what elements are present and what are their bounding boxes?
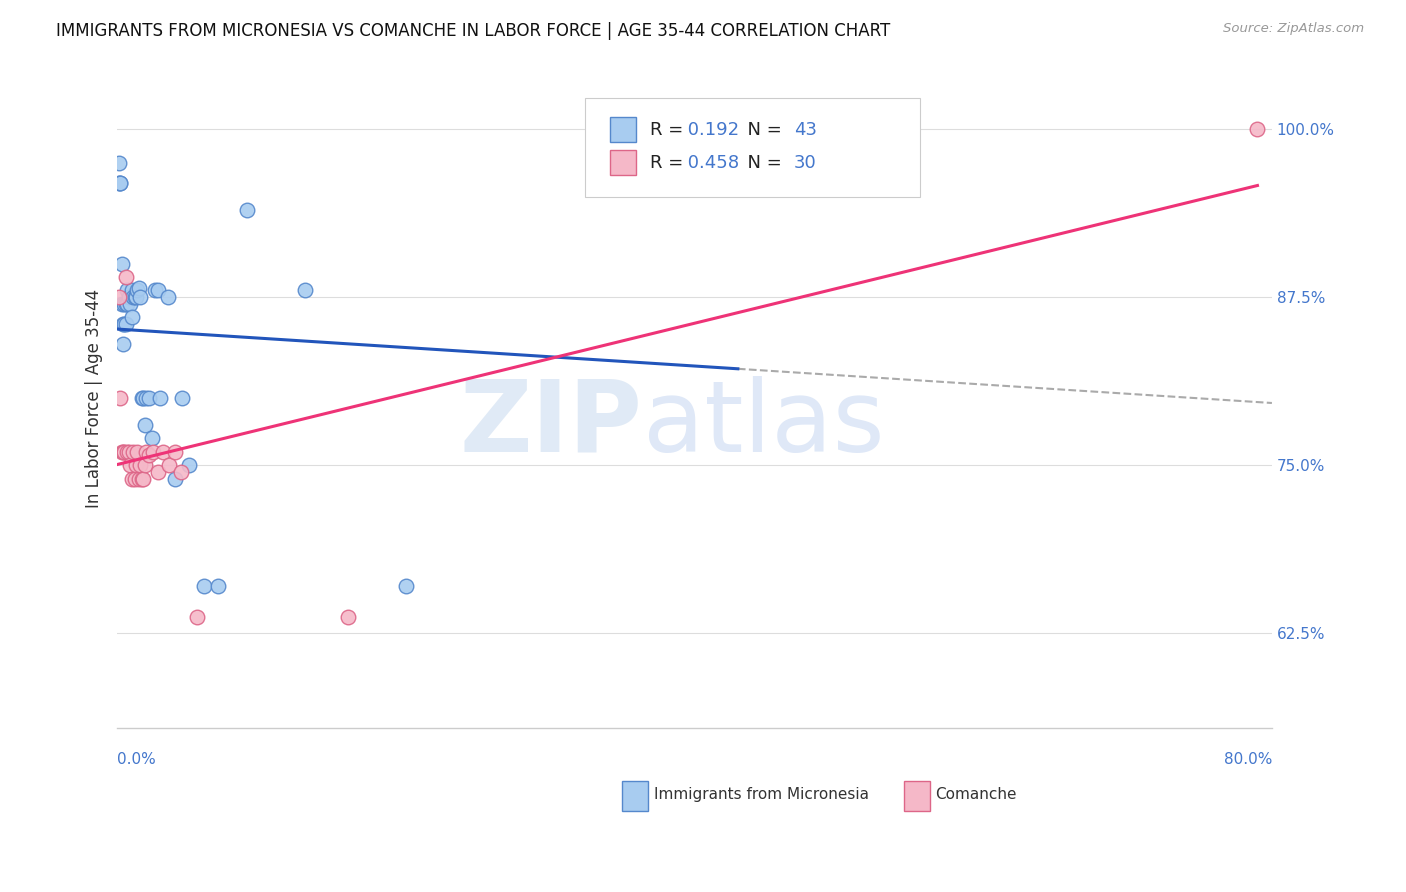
Point	[152, 445, 174, 459]
Point	[1246, 122, 1268, 136]
Point	[135, 445, 157, 459]
Text: 30: 30	[794, 153, 817, 172]
Point	[129, 290, 152, 304]
FancyBboxPatch shape	[623, 781, 648, 811]
Point	[163, 472, 186, 486]
Text: ZIP: ZIP	[460, 376, 643, 473]
Text: 0.0%: 0.0%	[117, 752, 156, 767]
Point	[125, 458, 148, 473]
Point	[107, 176, 129, 190]
Point	[179, 458, 201, 473]
Point	[146, 284, 169, 298]
Point	[337, 610, 360, 624]
Point	[121, 284, 143, 298]
Point	[108, 176, 131, 190]
FancyBboxPatch shape	[585, 98, 920, 197]
Point	[122, 445, 145, 459]
Point	[129, 458, 152, 473]
Point	[120, 458, 142, 473]
Point	[172, 391, 194, 405]
Point	[128, 472, 150, 486]
Point	[117, 297, 139, 311]
Point	[121, 310, 143, 325]
Point	[170, 465, 193, 479]
Text: R =: R =	[650, 120, 689, 139]
Point	[112, 317, 135, 331]
Point	[131, 391, 153, 405]
Point	[107, 155, 129, 169]
Point	[124, 472, 146, 486]
Point	[128, 281, 150, 295]
Point	[236, 202, 259, 217]
Text: atlas: atlas	[643, 376, 884, 473]
Point	[111, 445, 134, 459]
Point	[156, 290, 179, 304]
Point	[138, 448, 160, 462]
Point	[132, 391, 155, 405]
Point	[294, 284, 316, 298]
Text: Immigrants from Micronesia: Immigrants from Micronesia	[654, 788, 869, 803]
Point	[122, 290, 145, 304]
Text: N =: N =	[737, 120, 787, 139]
Text: Comanche: Comanche	[935, 788, 1017, 803]
Point	[193, 579, 215, 593]
Point	[111, 317, 134, 331]
Text: 43: 43	[794, 120, 817, 139]
Point	[141, 432, 163, 446]
Point	[115, 270, 138, 285]
Text: IMMIGRANTS FROM MICRONESIA VS COMANCHE IN LABOR FORCE | AGE 35-44 CORRELATION CH: IMMIGRANTS FROM MICRONESIA VS COMANCHE I…	[56, 22, 890, 40]
Point	[110, 445, 132, 459]
Point	[132, 472, 155, 486]
FancyBboxPatch shape	[610, 150, 636, 176]
Point	[142, 445, 165, 459]
FancyBboxPatch shape	[904, 781, 929, 811]
Point	[125, 290, 148, 304]
Text: N =: N =	[737, 153, 787, 172]
Text: 80.0%: 80.0%	[1223, 752, 1272, 767]
Point	[120, 297, 142, 311]
Point	[117, 445, 139, 459]
Point	[134, 417, 156, 432]
Point	[117, 284, 139, 298]
Point	[131, 472, 153, 486]
Point	[115, 317, 138, 331]
Point	[110, 256, 132, 270]
Point	[207, 579, 229, 593]
Point	[143, 284, 166, 298]
Point	[112, 297, 135, 311]
Point	[127, 445, 149, 459]
Text: R =: R =	[650, 153, 689, 172]
Point	[118, 290, 141, 304]
Point	[112, 445, 135, 459]
Y-axis label: In Labor Force | Age 35-44: In Labor Force | Age 35-44	[86, 288, 103, 508]
Point	[138, 391, 160, 405]
FancyBboxPatch shape	[610, 117, 636, 143]
Point	[146, 465, 169, 479]
Point	[186, 610, 208, 624]
Point	[124, 290, 146, 304]
Point	[108, 176, 131, 190]
Point	[111, 337, 134, 351]
Point	[395, 579, 418, 593]
Point	[127, 284, 149, 298]
Point	[110, 297, 132, 311]
Point	[118, 445, 141, 459]
Text: 0.192: 0.192	[682, 120, 740, 139]
Point	[121, 472, 143, 486]
Point	[108, 391, 131, 405]
Text: Source: ZipAtlas.com: Source: ZipAtlas.com	[1223, 22, 1364, 36]
Text: 0.458: 0.458	[682, 153, 740, 172]
Point	[107, 290, 129, 304]
Point	[134, 458, 156, 473]
Point	[157, 458, 180, 473]
Point	[727, 176, 749, 190]
Point	[115, 297, 138, 311]
Point	[163, 445, 186, 459]
Point	[149, 391, 172, 405]
Point	[135, 391, 157, 405]
